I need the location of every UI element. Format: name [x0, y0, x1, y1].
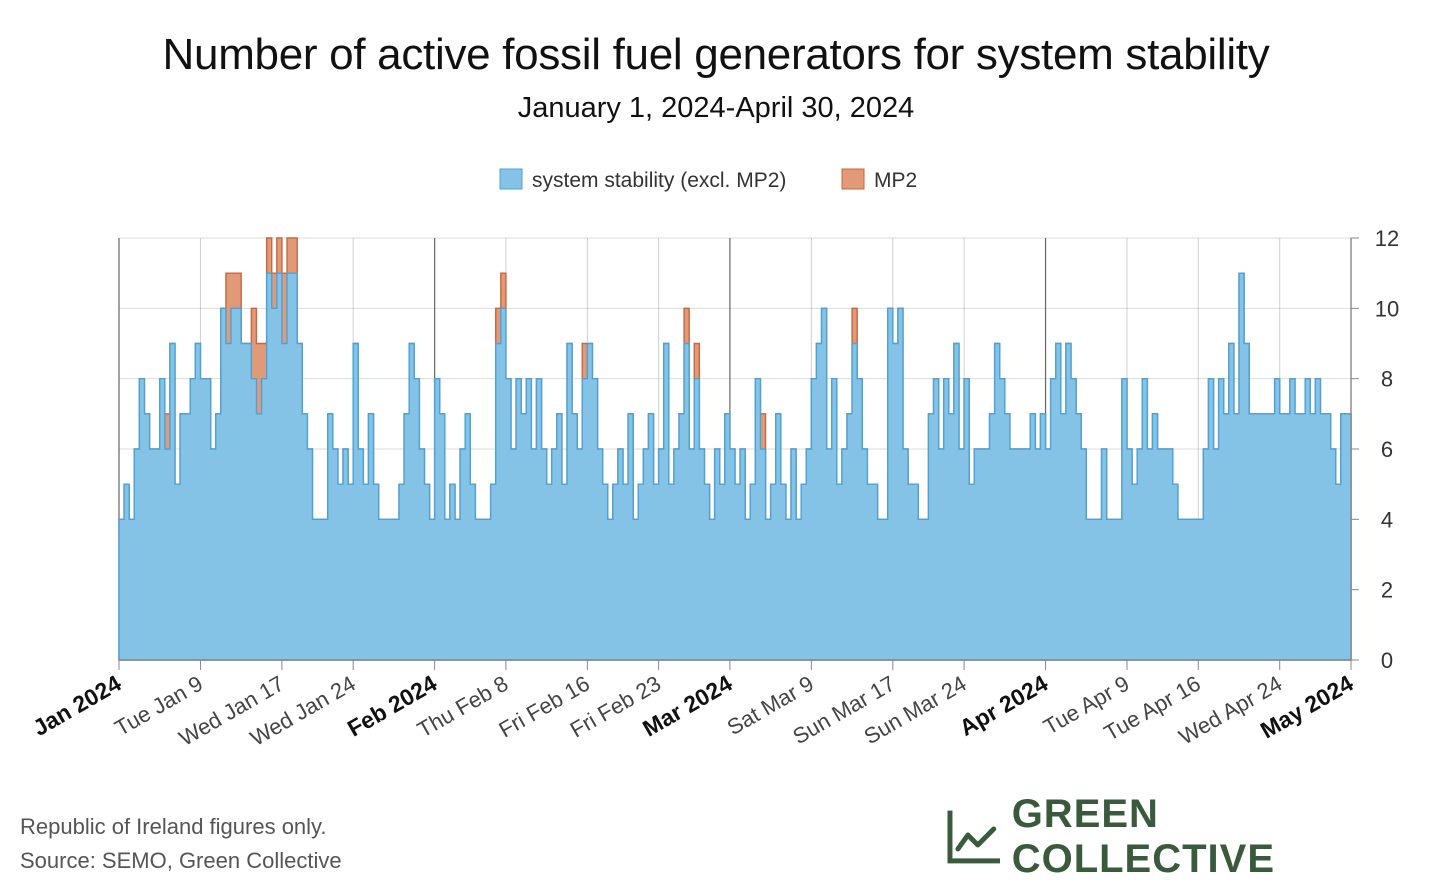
- stability-area: [118, 272, 1352, 661]
- chart-area: system stability (excl. MP2) MP2 0 2 4 6 8 10…: [28, 168, 1399, 751]
- legend-label-stability: system stability (excl. MP2): [532, 169, 786, 192]
- legend: system stability (excl. MP2) MP2: [499, 168, 917, 192]
- footnote-scope: Republic of Ireland figures only.: [20, 814, 327, 839]
- y-tick-label: 12: [1375, 226, 1399, 251]
- chart-subtitle: January 1, 2024-April 30, 2024: [517, 92, 915, 124]
- y-tick-label: 6: [1381, 437, 1393, 462]
- footnote-source: Source: SEMO, Green Collective: [20, 848, 342, 873]
- brand-logo: GREEN COLLECTIVE: [946, 792, 1432, 881]
- y-tick-label: 2: [1381, 578, 1393, 603]
- series-layer: [118, 237, 1352, 661]
- legend-swatch-stability: [499, 168, 523, 190]
- y-tick-label: 8: [1381, 367, 1393, 392]
- y-tick-label: 10: [1375, 296, 1399, 321]
- y-tick-label: 4: [1381, 507, 1393, 532]
- brand-name: GREEN COLLECTIVE: [1011, 792, 1276, 881]
- legend-swatch-mp2: [841, 168, 865, 190]
- footnote: Republic of Ireland figures only. Source…: [20, 810, 342, 878]
- x-tick-label: Apr 2024: [955, 670, 1052, 741]
- chart-title: Number of active fossil fuel generators …: [162, 30, 1270, 79]
- y-tick-label: 0: [1381, 648, 1393, 673]
- x-tick-label: Jan 2024: [28, 670, 125, 741]
- line-chart-icon: [947, 810, 1000, 864]
- legend-label-mp2: MP2: [874, 169, 917, 192]
